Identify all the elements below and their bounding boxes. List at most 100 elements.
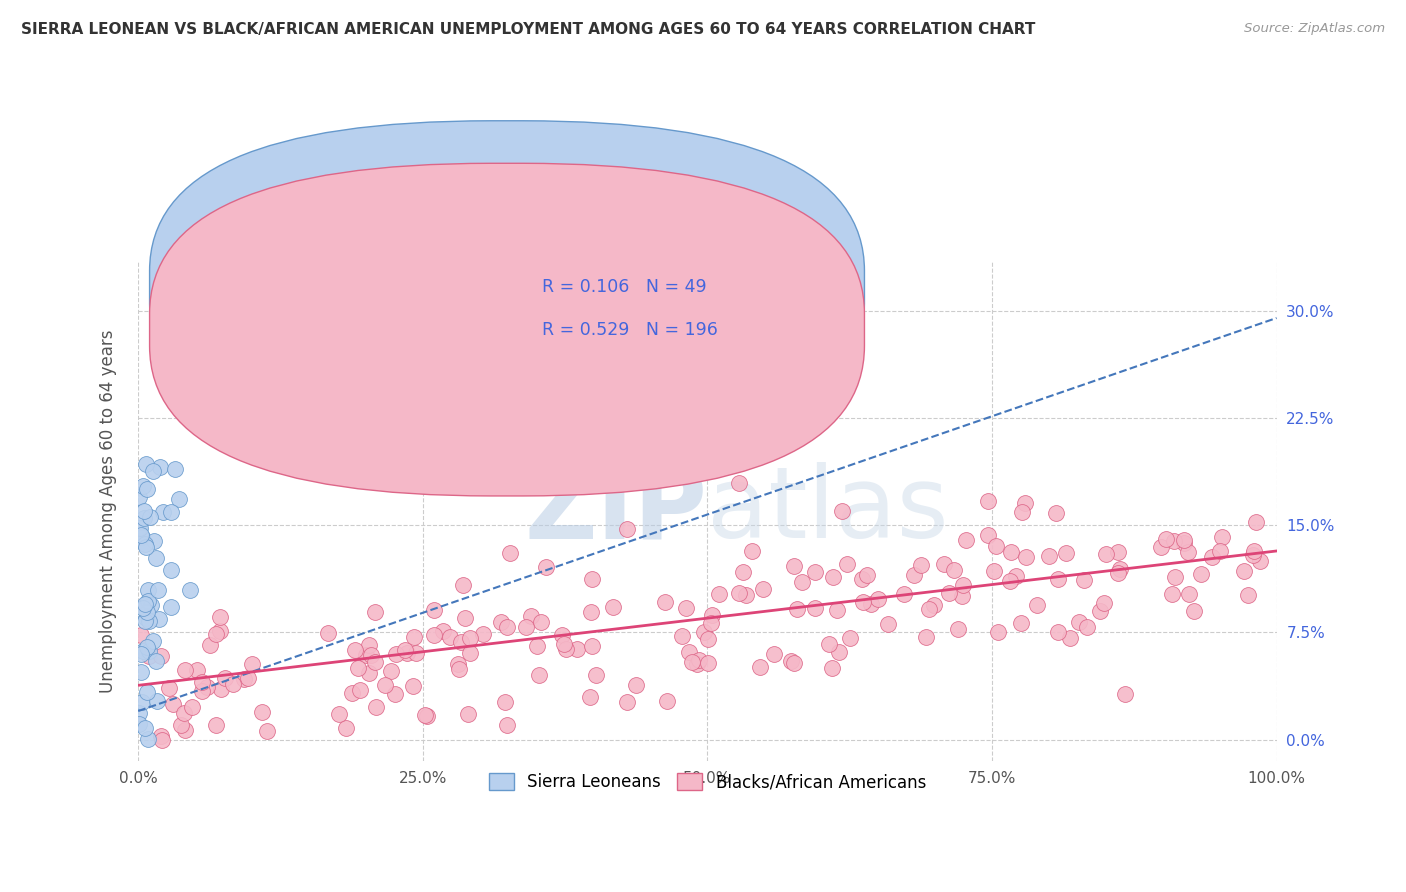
Point — [423, 628, 446, 642]
Point — [1069, 615, 1091, 629]
Point — [1000, 545, 1022, 559]
Point — [526, 639, 548, 653]
Point — [790, 574, 813, 589]
Point — [877, 617, 900, 632]
Point — [1237, 588, 1260, 602]
Point — [145, 551, 167, 566]
Point — [1211, 530, 1233, 544]
Point — [138, 614, 160, 628]
Point — [384, 687, 406, 701]
Point — [1010, 616, 1032, 631]
Point — [209, 681, 232, 696]
Point — [167, 492, 190, 507]
Point — [1178, 587, 1201, 601]
Point — [1059, 631, 1081, 645]
Point — [821, 570, 844, 584]
Point — [903, 568, 925, 582]
Point — [686, 657, 709, 671]
Point — [1005, 569, 1028, 583]
Point — [145, 654, 167, 668]
Point — [852, 595, 875, 609]
Point — [149, 648, 172, 663]
Point — [581, 572, 603, 586]
Point — [1056, 546, 1078, 560]
Point — [449, 662, 471, 676]
Point — [135, 457, 157, 471]
Point — [675, 601, 697, 615]
Point — [616, 522, 638, 536]
Point — [856, 568, 879, 582]
Text: atlas: atlas — [707, 462, 949, 559]
Point — [1047, 624, 1070, 639]
FancyBboxPatch shape — [457, 271, 799, 366]
Point — [932, 558, 955, 572]
Point — [1076, 620, 1098, 634]
Point — [191, 684, 214, 698]
Point — [728, 586, 751, 600]
Point — [423, 602, 446, 616]
Point — [1249, 554, 1271, 568]
Point — [731, 566, 754, 580]
Point — [494, 694, 516, 708]
Point — [1090, 604, 1112, 618]
Point — [1047, 572, 1070, 586]
Point — [214, 671, 236, 685]
Point — [131, 647, 153, 661]
Point — [626, 678, 648, 692]
Point — [851, 572, 873, 586]
Point — [135, 540, 157, 554]
Point — [142, 464, 165, 478]
Point — [555, 642, 578, 657]
Point — [1014, 496, 1036, 510]
Point — [240, 657, 263, 671]
Point — [357, 638, 380, 652]
Point — [868, 591, 890, 606]
Point — [250, 705, 273, 719]
Point — [946, 622, 969, 636]
Point — [402, 679, 425, 693]
Point — [1208, 544, 1230, 558]
Point — [786, 602, 808, 616]
Point — [148, 583, 170, 598]
Point — [1244, 515, 1267, 529]
Point — [394, 643, 416, 657]
Point — [835, 557, 858, 571]
Text: SIERRA LEONEAN VS BLACK/AFRICAN AMERICAN UNEMPLOYMENT AMONG AGES 60 TO 64 YEARS : SIERRA LEONEAN VS BLACK/AFRICAN AMERICAN… — [21, 22, 1035, 37]
Point — [1045, 507, 1067, 521]
Point — [1095, 547, 1118, 561]
Point — [1201, 550, 1223, 565]
Point — [748, 660, 770, 674]
Point — [976, 528, 998, 542]
Point — [780, 654, 803, 668]
Point — [364, 655, 387, 669]
Point — [741, 544, 763, 558]
Point — [1163, 533, 1185, 548]
Point — [134, 721, 156, 735]
Point — [817, 637, 839, 651]
Point — [955, 533, 977, 548]
Point — [150, 732, 173, 747]
Point — [1154, 533, 1177, 547]
Point — [1114, 687, 1136, 701]
Y-axis label: Unemployment Among Ages 60 to 64 years: Unemployment Among Ages 60 to 64 years — [100, 329, 117, 693]
Point — [838, 631, 860, 645]
Point — [702, 607, 724, 622]
Point — [163, 462, 186, 476]
Point — [520, 609, 543, 624]
Point — [364, 700, 387, 714]
Point — [136, 732, 159, 747]
Point — [553, 637, 575, 651]
Point — [364, 605, 387, 619]
Point — [804, 566, 827, 580]
Point — [1241, 548, 1264, 562]
Point — [735, 588, 758, 602]
Point — [134, 511, 156, 525]
Point — [204, 627, 226, 641]
Point — [938, 586, 960, 600]
Point — [136, 685, 159, 699]
Point — [515, 620, 537, 634]
Point — [1173, 535, 1195, 549]
Point — [128, 706, 150, 721]
Point — [763, 647, 786, 661]
Point — [233, 673, 256, 687]
